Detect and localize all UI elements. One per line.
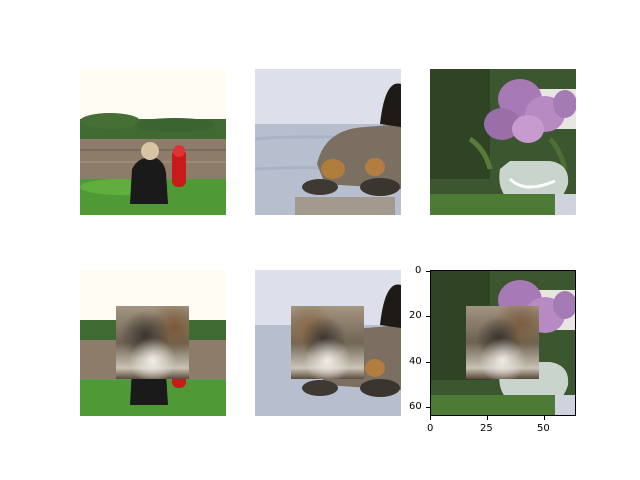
x-tick-label: 25	[480, 423, 493, 434]
y-tick-mark	[426, 271, 430, 272]
image-lilac-original	[430, 69, 576, 215]
blurred-patch	[291, 306, 364, 379]
y-tick-label: 0	[415, 265, 422, 276]
blurred-patch	[116, 306, 189, 379]
x-tick-mark	[487, 416, 488, 420]
y-tick-label: 40	[409, 356, 422, 367]
x-tick-mark	[430, 416, 431, 420]
y-tick-mark	[426, 407, 430, 408]
image-lilac-masked	[430, 270, 576, 416]
x-tick-label: 0	[427, 423, 434, 434]
blurred-patch	[466, 306, 539, 379]
x-tick-mark	[544, 416, 545, 420]
image-ducks-original	[255, 69, 401, 215]
y-tick-mark	[426, 362, 430, 363]
image-ducks-masked	[255, 270, 401, 416]
image-field-original	[80, 69, 226, 215]
x-tick-label: 50	[537, 423, 550, 434]
image-field-masked	[80, 270, 226, 416]
y-tick-label: 60	[409, 401, 422, 412]
y-tick-label: 20	[409, 310, 422, 321]
y-tick-mark	[426, 316, 430, 317]
